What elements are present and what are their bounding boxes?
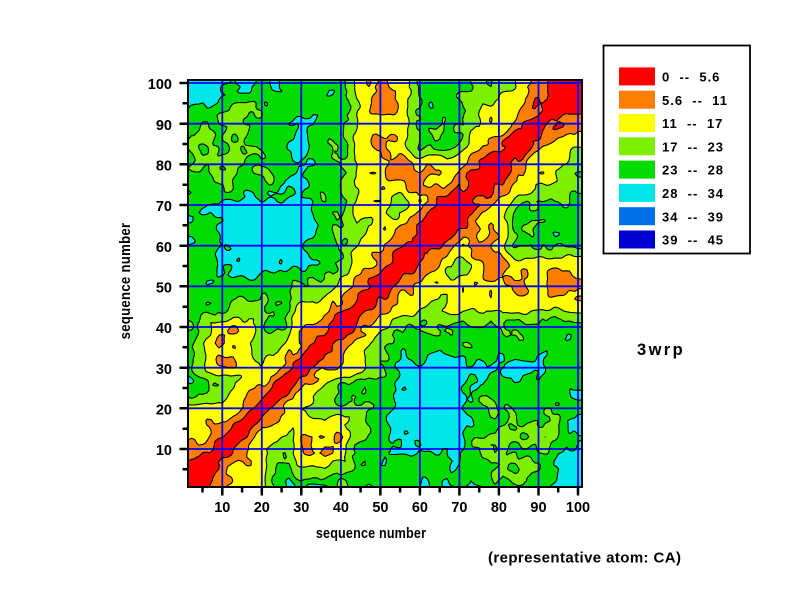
svg-text:100: 100 [148, 77, 172, 93]
svg-text:70: 70 [156, 199, 172, 215]
svg-text:10: 10 [214, 500, 230, 516]
svg-text:sequence number: sequence number [316, 524, 427, 541]
svg-text:100: 100 [566, 500, 590, 516]
svg-text:60: 60 [412, 500, 428, 516]
svg-text:11 -- 17: 11 -- 17 [662, 116, 723, 131]
svg-text:20: 20 [156, 403, 172, 419]
svg-text:20: 20 [254, 500, 270, 516]
svg-text:sequence number: sequence number [116, 222, 133, 339]
svg-text:80: 80 [491, 500, 507, 516]
svg-text:30: 30 [156, 362, 172, 378]
svg-text:40: 40 [156, 321, 172, 337]
svg-text:80: 80 [156, 159, 172, 175]
svg-text:50: 50 [156, 281, 172, 297]
svg-text:17 -- 23: 17 -- 23 [662, 139, 724, 154]
svg-text:0 -- 5.6: 0 -- 5.6 [662, 70, 720, 85]
svg-text:39 -- 45: 39 -- 45 [662, 233, 724, 248]
svg-text:28 -- 34: 28 -- 34 [662, 186, 724, 201]
svg-text:23 -- 28: 23 -- 28 [662, 163, 724, 178]
svg-text:90: 90 [156, 118, 172, 134]
svg-text:30: 30 [293, 500, 309, 516]
svg-text:90: 90 [530, 500, 546, 516]
svg-text:5.6 -- 11: 5.6 -- 11 [662, 93, 728, 108]
svg-text:70: 70 [451, 500, 467, 516]
svg-text:50: 50 [372, 500, 388, 516]
svg-text:60: 60 [156, 240, 172, 256]
svg-text:3wrp: 3wrp [637, 341, 685, 359]
svg-text:34 -- 39: 34 -- 39 [662, 209, 724, 224]
svg-text:10: 10 [156, 443, 172, 459]
svg-text:(representative atom: CA): (representative atom: CA) [488, 550, 681, 567]
svg-text:40: 40 [333, 500, 349, 516]
